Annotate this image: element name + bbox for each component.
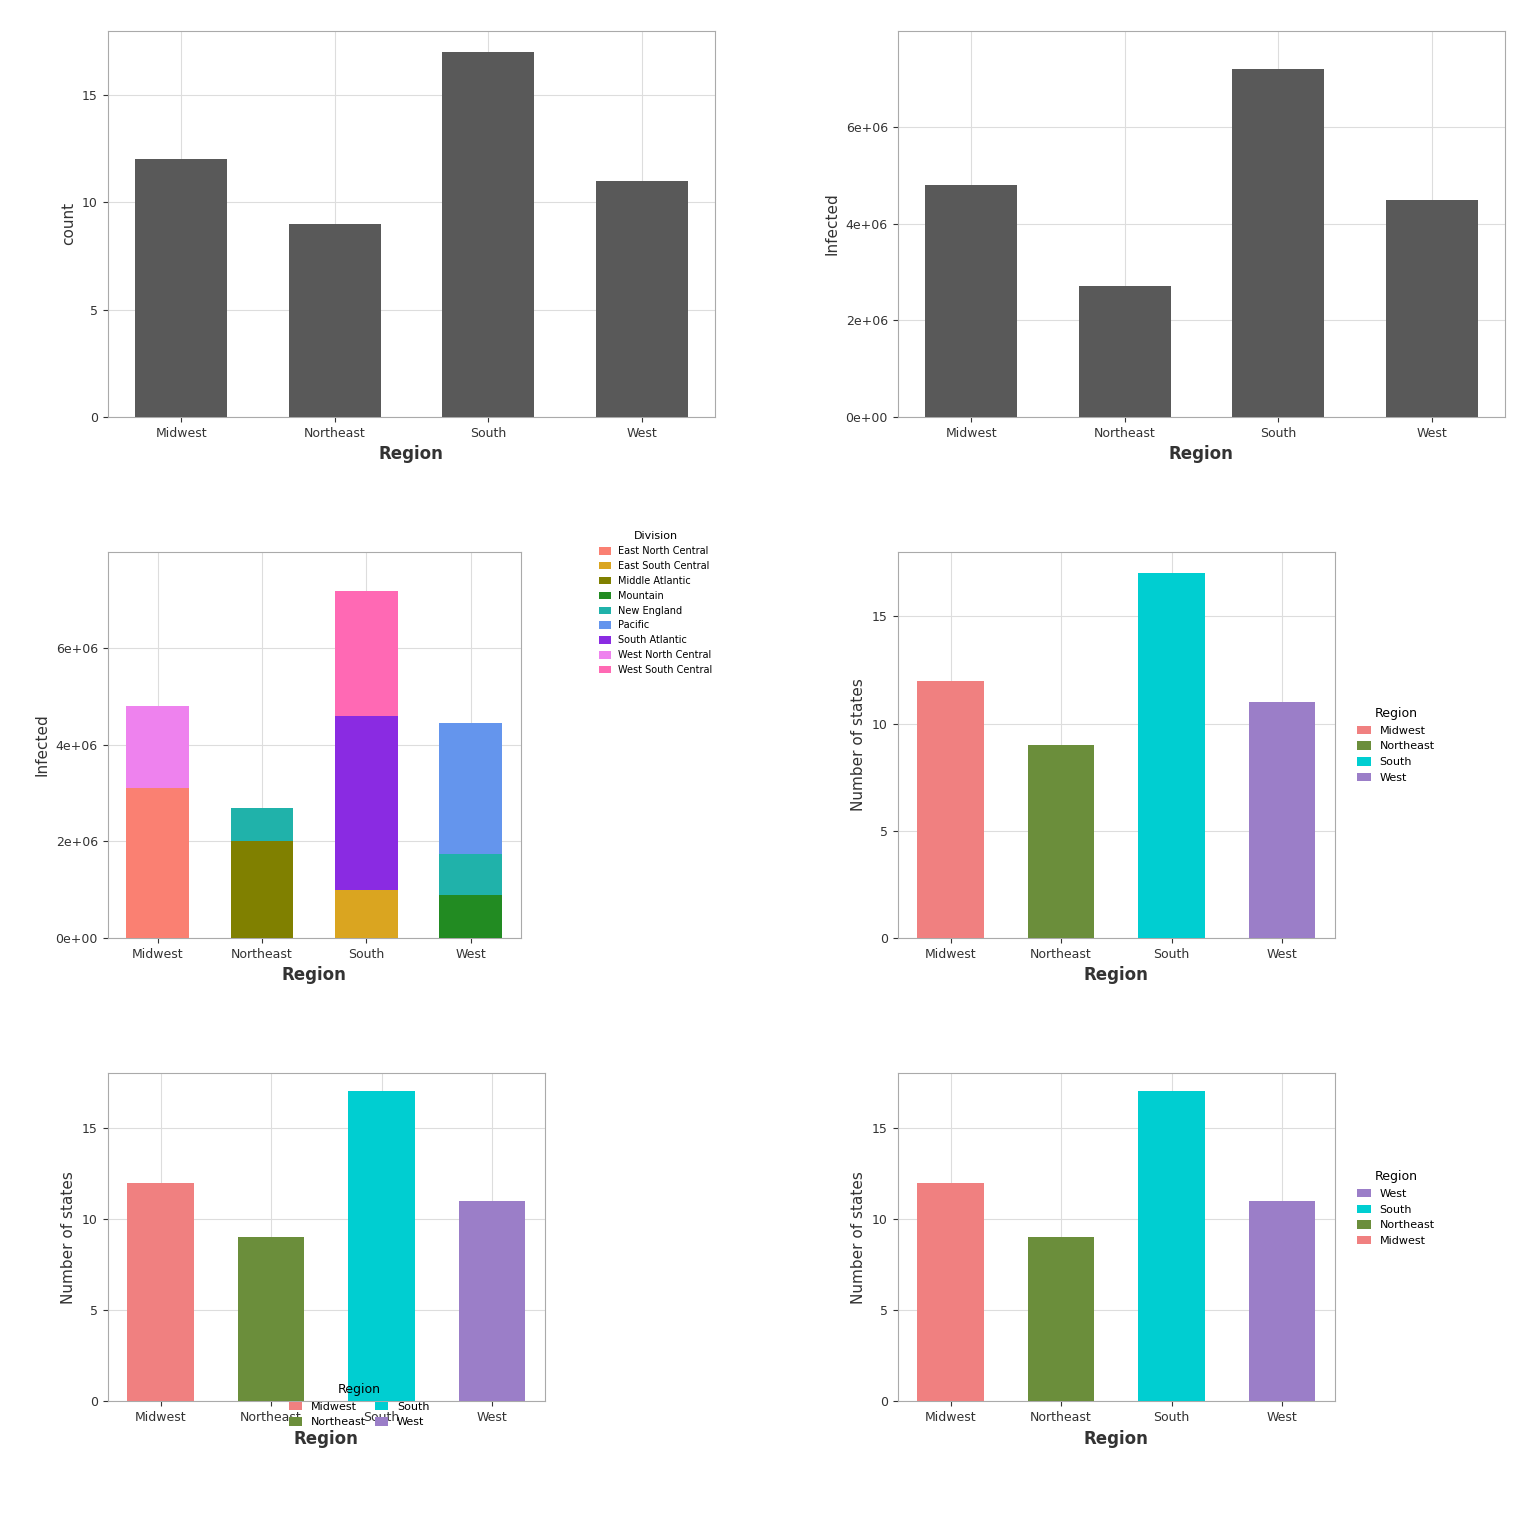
Bar: [1078, 287, 1170, 416]
Bar: [1232, 69, 1324, 416]
X-axis label: Region: Region: [1084, 966, 1149, 985]
Bar: [925, 186, 1017, 416]
Bar: [439, 894, 502, 938]
Bar: [335, 716, 398, 889]
Bar: [349, 1092, 415, 1401]
X-axis label: Region: Region: [293, 1430, 359, 1447]
Bar: [917, 1183, 983, 1401]
Bar: [126, 788, 189, 938]
Y-axis label: Number of states: Number of states: [851, 679, 866, 811]
Bar: [289, 224, 381, 416]
Bar: [917, 680, 983, 938]
Bar: [127, 1183, 194, 1401]
Bar: [135, 160, 227, 416]
Bar: [126, 707, 189, 788]
Bar: [1385, 200, 1478, 416]
Y-axis label: count: count: [61, 203, 77, 246]
Legend: East North Central, East South Central, Middle Atlantic, Mountain, New England, : East North Central, East South Central, …: [599, 531, 713, 674]
X-axis label: Region: Region: [1084, 1430, 1149, 1447]
Bar: [335, 590, 398, 716]
Bar: [596, 181, 688, 416]
Legend: West, South, Northeast, Midwest: West, South, Northeast, Midwest: [1353, 1166, 1439, 1250]
Y-axis label: Infected: Infected: [35, 714, 49, 776]
Bar: [439, 723, 502, 854]
Y-axis label: Number of states: Number of states: [851, 1170, 866, 1304]
Y-axis label: Number of states: Number of states: [61, 1170, 77, 1304]
Legend: Midwest, Northeast, South, West: Midwest, Northeast, South, West: [284, 1379, 435, 1432]
X-axis label: Region: Region: [1169, 445, 1233, 462]
Bar: [442, 52, 535, 416]
Y-axis label: Infected: Infected: [825, 192, 840, 255]
Bar: [439, 854, 502, 894]
Bar: [1028, 745, 1094, 938]
Bar: [1138, 1092, 1204, 1401]
Bar: [1028, 1236, 1094, 1401]
X-axis label: Region: Region: [281, 966, 347, 985]
Bar: [230, 808, 293, 842]
Bar: [1249, 1201, 1315, 1401]
Bar: [230, 842, 293, 938]
X-axis label: Region: Region: [379, 445, 444, 462]
Bar: [459, 1201, 525, 1401]
Bar: [335, 889, 398, 938]
Bar: [1249, 702, 1315, 938]
Legend: Midwest, Northeast, South, West: Midwest, Northeast, South, West: [1353, 702, 1439, 788]
Bar: [238, 1236, 304, 1401]
Bar: [1138, 573, 1204, 938]
